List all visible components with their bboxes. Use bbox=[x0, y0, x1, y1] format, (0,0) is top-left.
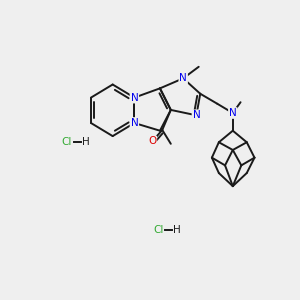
Text: N: N bbox=[130, 118, 138, 128]
Text: H: H bbox=[173, 225, 181, 235]
Text: N: N bbox=[130, 93, 138, 103]
Text: O: O bbox=[148, 136, 156, 146]
Text: Cl: Cl bbox=[62, 137, 72, 147]
Text: N: N bbox=[229, 108, 237, 118]
Text: N: N bbox=[193, 110, 200, 120]
Text: Cl: Cl bbox=[153, 225, 164, 235]
Text: N: N bbox=[179, 73, 187, 83]
Text: H: H bbox=[82, 137, 89, 147]
